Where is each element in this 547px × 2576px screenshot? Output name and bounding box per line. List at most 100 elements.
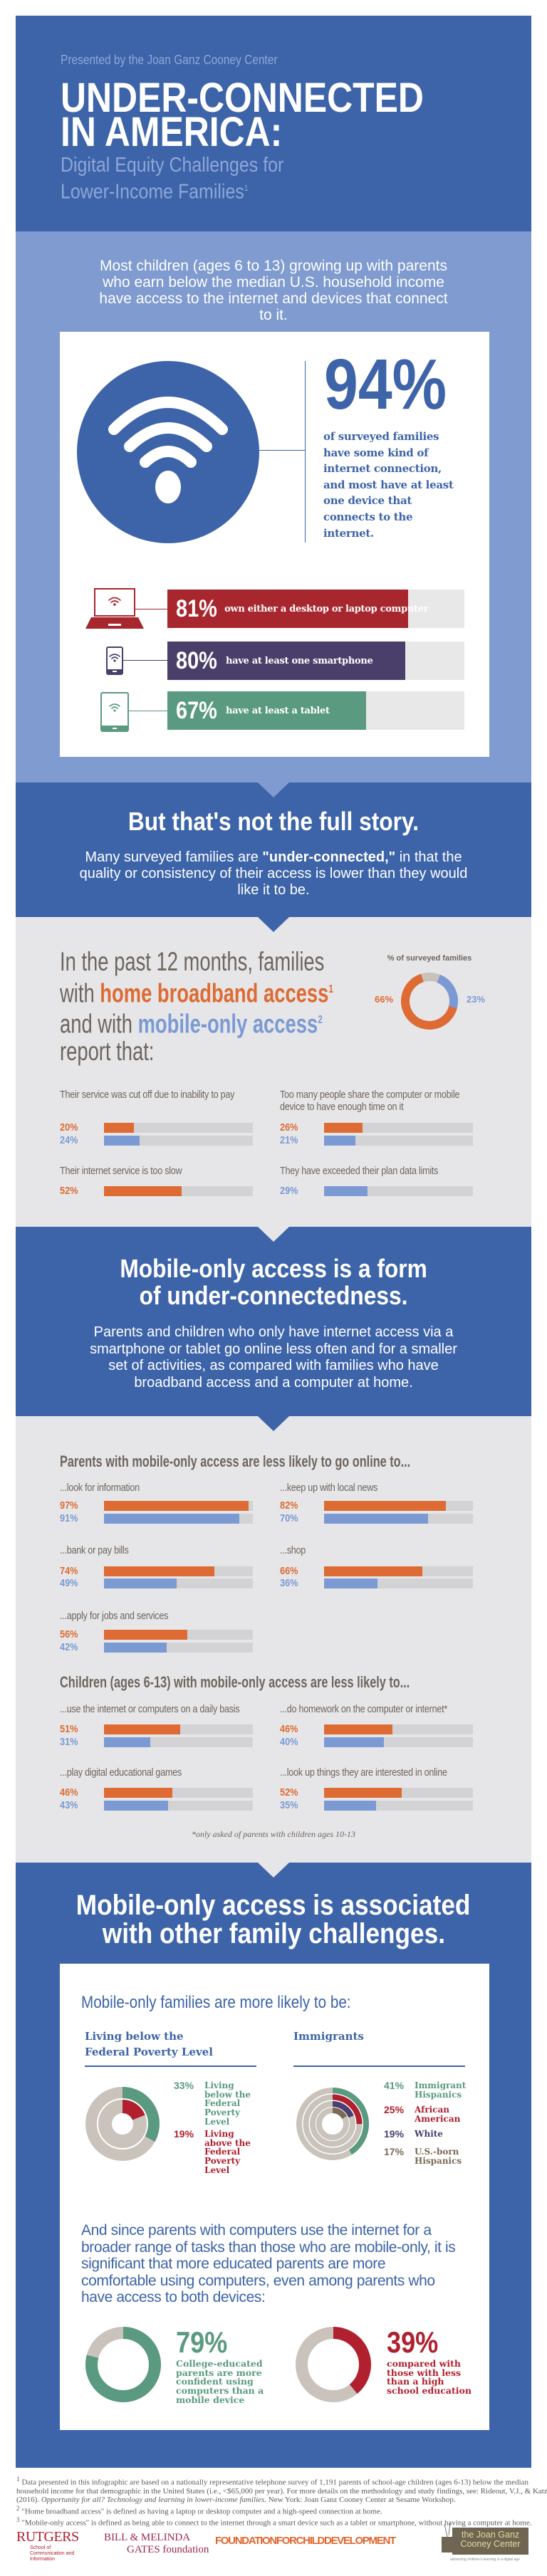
logo-text: the Joan Ganz [461, 2530, 520, 2540]
mobile-pct: 49% [60, 1577, 78, 1589]
mobile-form-section [16, 1227, 531, 1416]
stat-label: Their service was cut off due to inabili… [60, 1089, 235, 1101]
device-pct: 80% [176, 646, 217, 674]
mobile-pct: 91% [60, 1512, 78, 1524]
footnote-ref: 1 [328, 983, 333, 995]
group-segment [303, 2094, 363, 2154]
challenges-heading: Mobile-only access is associated with ot… [16, 1891, 531, 1948]
mobile-bar [104, 1514, 240, 1524]
donut-caption: % of surveyed families [387, 954, 472, 963]
mobile-bar [324, 1801, 377, 1811]
broadband-pct: 56% [60, 1628, 78, 1640]
footnote-citation: Opportunity for all? Technology and lear… [41, 2495, 267, 2504]
mobile-bar [324, 1136, 355, 1146]
pointer-arrow [258, 1416, 289, 1431]
challenges-intro: Mobile-only families are more likely to … [81, 1993, 395, 2013]
heading-line: of under-connectedness. [139, 1281, 408, 1310]
device-bar-fill: 67% have at least a tablet [167, 691, 367, 730]
mobile-share-label: 23% [467, 994, 486, 1005]
mobile-bar [324, 1514, 429, 1524]
broadband-bar-track [324, 1566, 473, 1576]
legend-label: White [415, 2129, 443, 2139]
mobile-term: mobile-only access [137, 1009, 318, 1039]
poverty-title: Living below the Federal Poverty Level [85, 2028, 213, 2060]
broadband-bar [104, 1123, 134, 1133]
heading-line: Mobile-only access is a form [120, 1254, 427, 1283]
device-label: have at least one smartphone [226, 655, 373, 666]
broadband-bar-track [324, 1501, 473, 1511]
logo-text: BILL & MELINDA [104, 2532, 191, 2543]
group-segment [316, 2108, 349, 2140]
stat-label: ...look up things they are interested in… [280, 1766, 447, 1779]
mobile-bar [104, 1737, 150, 1747]
broadband-bar-track [104, 1630, 253, 1640]
title-line: Federal Poverty Level [85, 2046, 213, 2058]
broadband-bar [324, 1724, 393, 1734]
stat-value: 94% [324, 345, 447, 424]
heading-line: Mobile-only access is associated [76, 1890, 471, 1921]
footnote-ref: 1 [244, 183, 249, 193]
mobile-pct: 40% [280, 1736, 298, 1748]
stat-label: ...do homework on the computer or intern… [280, 1703, 448, 1715]
footnote-mark: 2 [16, 2504, 20, 2512]
body-emphasis: "under-connected," [262, 849, 396, 865]
immigrant-donut [296, 2088, 369, 2160]
immigrants-title: Immigrants [293, 2030, 364, 2043]
mobile-bar [324, 1737, 384, 1747]
subtitle-line-2: Lower-Income Families [61, 180, 244, 204]
title-line-2: IN AMERICA: [61, 109, 283, 155]
mobile-pct: 29% [280, 1185, 298, 1197]
broadband-term: home broadband access [100, 978, 329, 1007]
device-bar-laptop: 81% own either a desktop or laptop comput… [167, 590, 464, 628]
body-text: in that the quality or consistency of th… [79, 849, 468, 898]
broadband-bar-track [104, 1501, 253, 1511]
mobile-bar-track [104, 1578, 253, 1588]
stat-label: ...bank or pay bills [60, 1544, 129, 1556]
mobile-bar [104, 1136, 140, 1146]
broadband-pct: 26% [280, 1121, 298, 1133]
full-story-body: Many surveyed families are "under-connec… [74, 849, 473, 899]
broadband-pct: 46% [60, 1786, 78, 1799]
broadband-bar-track [324, 1788, 473, 1798]
connector-line [259, 450, 305, 451]
footnote-ref: 2 [318, 1014, 323, 1027]
stat-label: ...apply for jobs and services [60, 1610, 169, 1622]
group-segment [310, 2101, 355, 2147]
mobile-bar [104, 1643, 167, 1653]
mobile-pct: 36% [280, 1577, 298, 1589]
education-donut-college [85, 2327, 161, 2402]
broadband-pct: 66% [280, 1565, 298, 1577]
broadband-pct: 52% [280, 1786, 298, 1799]
legend-pct: 19% [384, 2128, 405, 2140]
stat-label: Too many people share the computer or mo… [280, 1089, 460, 1113]
gates-foundation-logo: BILL & MELINDA GATES foundation [104, 2532, 209, 2556]
mobile-bar-track [324, 1801, 473, 1811]
footnote-text: (2016). [16, 2495, 41, 2504]
heading-line: In the past 12 months, families [60, 947, 325, 976]
footnote-mark: 1 [16, 2476, 20, 2483]
device-bar-smartphone: 80% have at least one smartphone [167, 642, 464, 680]
mobile-bar [324, 1186, 368, 1196]
legend-pct: 17% [384, 2146, 405, 2157]
legend-pct: 25% [384, 2104, 405, 2115]
past-12-months-section [16, 917, 531, 1227]
mobile-pct: 24% [60, 1134, 78, 1146]
title-line: Living below the [85, 2030, 184, 2043]
mobile-pct: 35% [280, 1799, 298, 1811]
logo-subtext: School of Communication and Information [30, 2545, 75, 2562]
device-label: have at least a tablet [226, 705, 330, 716]
education-paragraph: And since parents with computers use the… [81, 2222, 456, 2305]
mobile-pct: 70% [280, 1512, 298, 1524]
laptop-icon [85, 588, 144, 633]
mobile-bar [104, 1578, 177, 1588]
stat-label: ...look for information [60, 1482, 140, 1494]
broadband-share-label: 66% [375, 994, 394, 1005]
mobile-bar [324, 1578, 378, 1588]
stat-label: They have exceeded their plan data limit… [280, 1165, 439, 1177]
body-text: Many surveyed families are [85, 849, 263, 865]
broadband-pct: 82% [280, 1499, 298, 1512]
below-poverty-segment [85, 2087, 160, 2161]
challenges-card [60, 1964, 489, 2430]
footnotes: 1 Data presented in this infographic are… [16, 2475, 547, 2528]
tablet-icon [100, 692, 129, 735]
